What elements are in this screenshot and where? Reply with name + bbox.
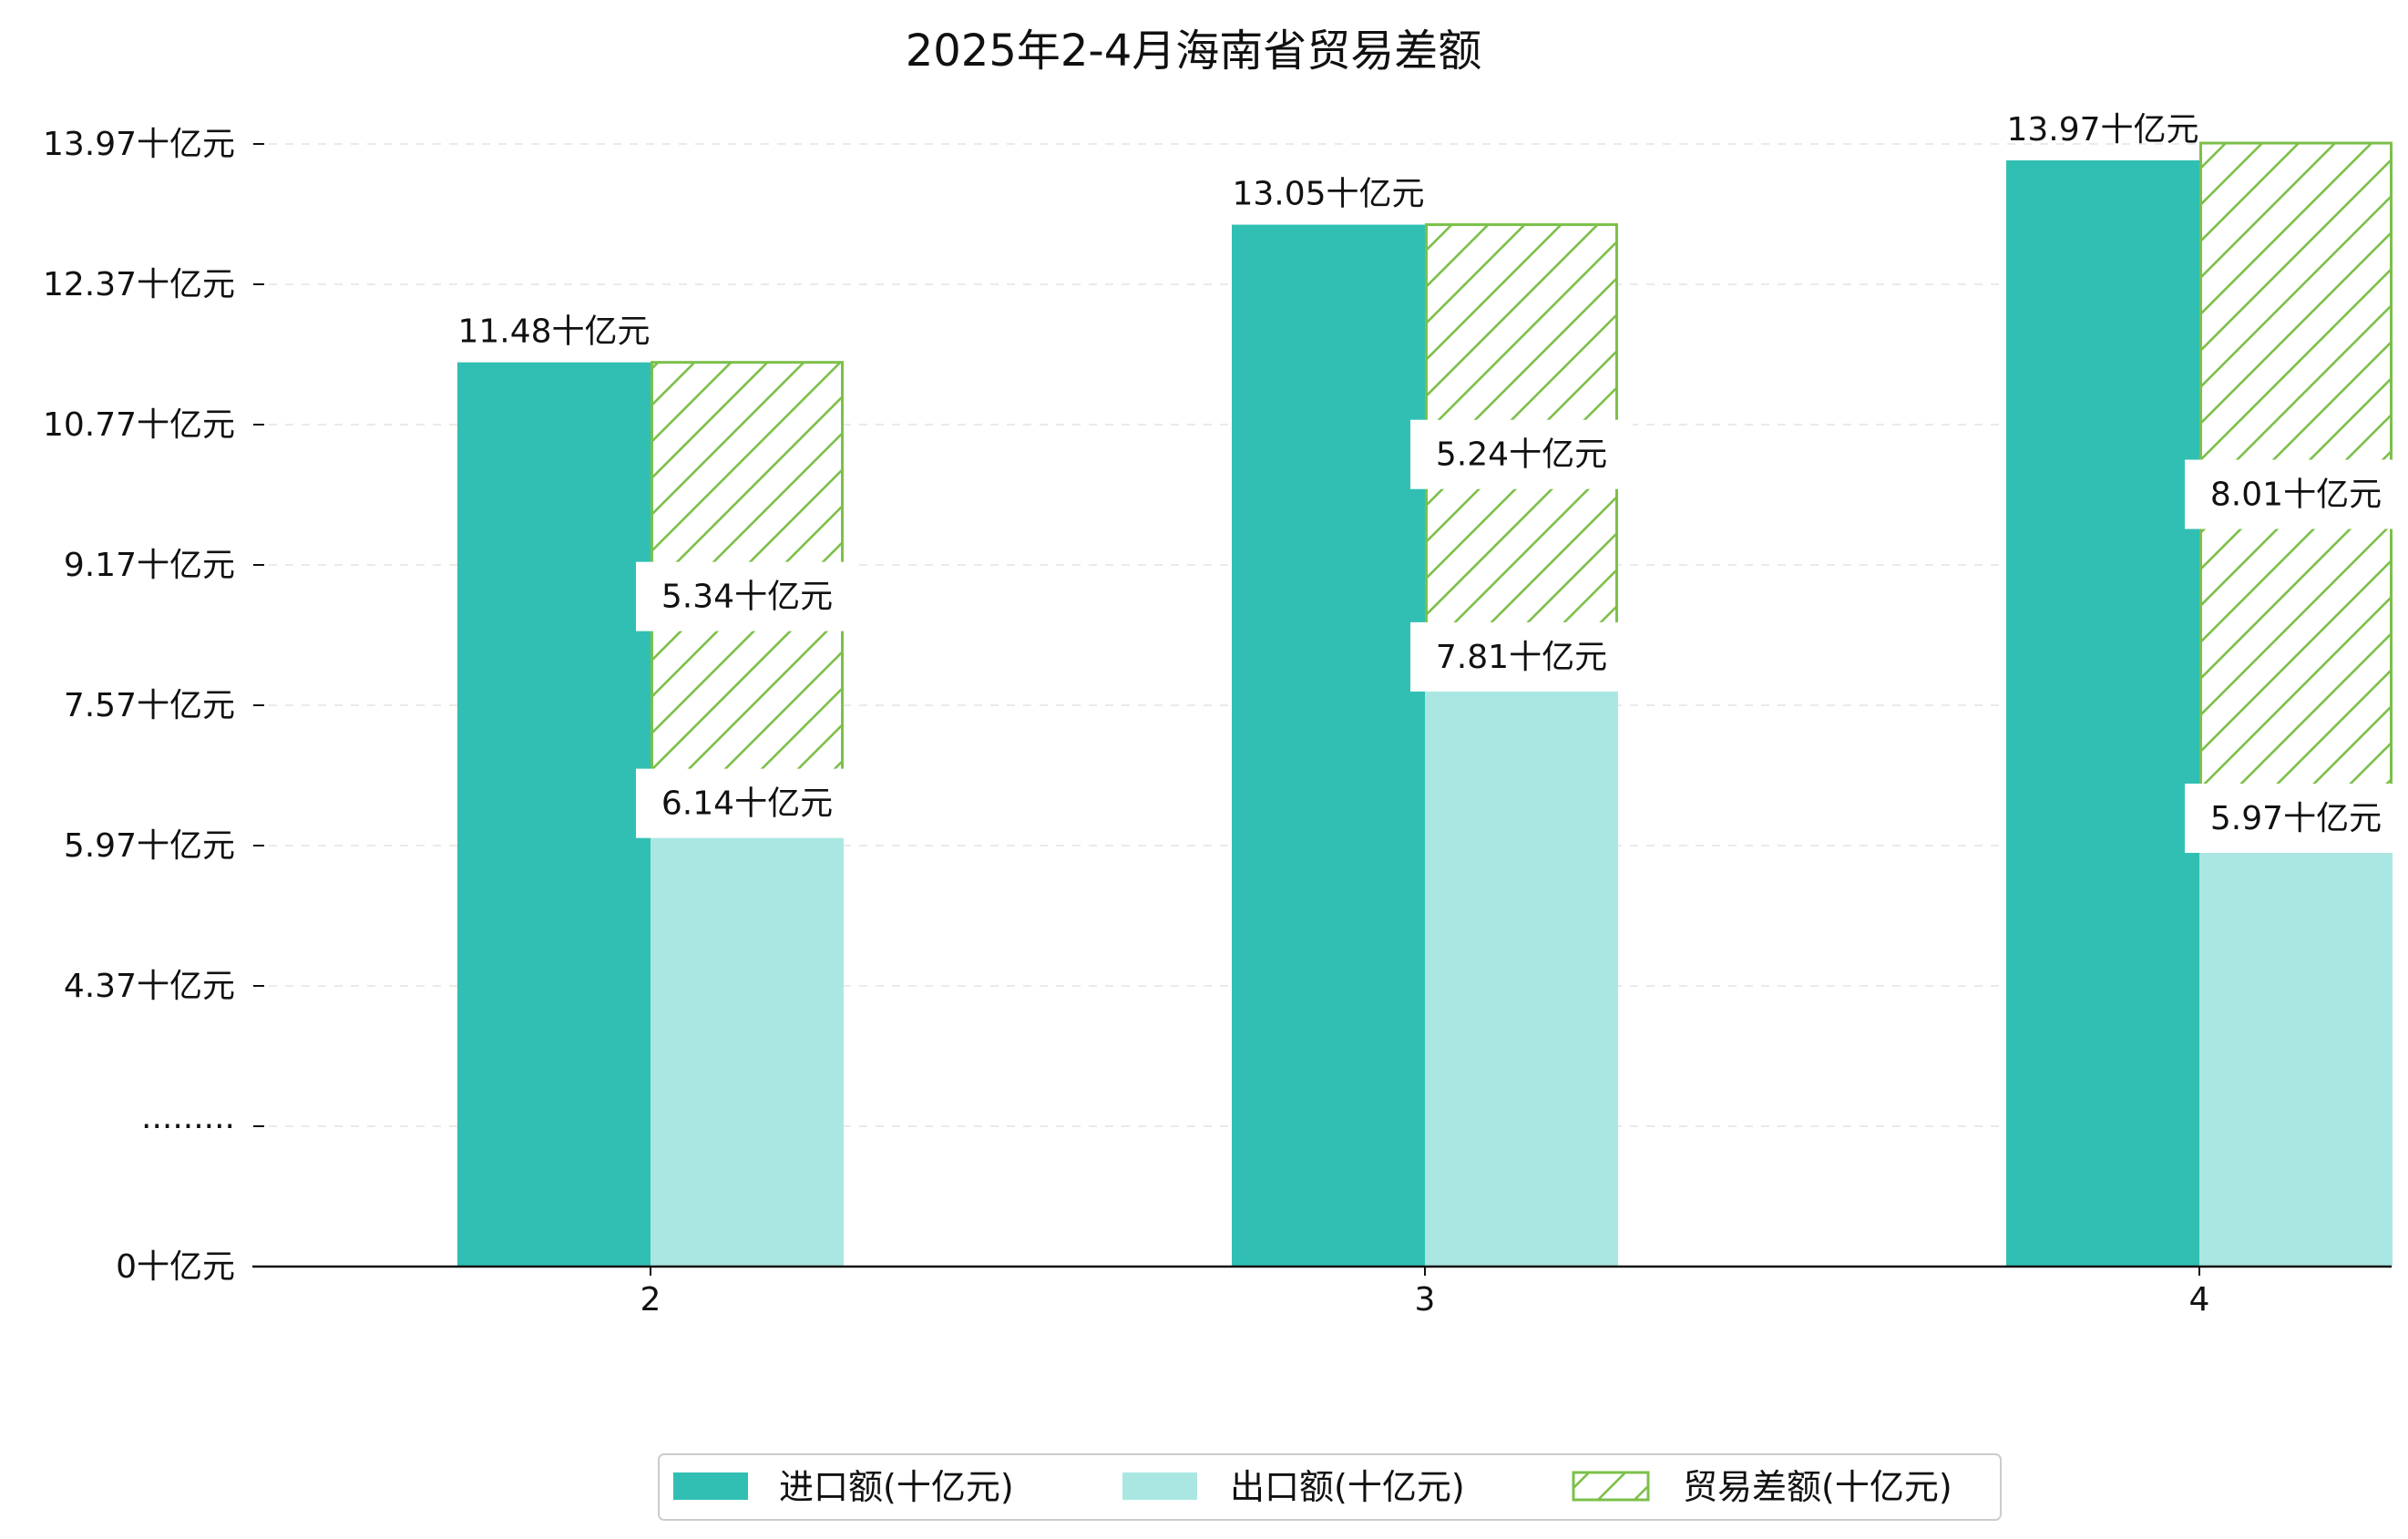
import-bar	[1232, 224, 1425, 1267]
export-value-label: 7.81十亿元	[1436, 639, 1607, 676]
balance-value-label-bg	[2185, 459, 2407, 529]
legend-swatch	[1122, 1472, 1197, 1500]
export-value-label-group: 6.14十亿元	[636, 768, 858, 838]
balance-value-label: 5.34十亿元	[661, 579, 833, 616]
y-tick-label: 9.17十亿元	[64, 547, 235, 584]
bars	[457, 141, 2393, 1267]
export-value-label-group: 7.81十亿元	[1410, 621, 1633, 692]
y-tick-label: ·········	[141, 1108, 235, 1145]
legend-swatch	[1572, 1471, 1650, 1502]
legend-label: 贸易差额(十亿元)	[1683, 1467, 1952, 1507]
export-value-label-group: 5.97十亿元	[2185, 784, 2407, 853]
import-bar	[2006, 160, 2199, 1267]
y-tick-label: 5.97十亿元	[64, 827, 235, 865]
export-value-label-bg	[636, 768, 858, 838]
export-value-label: 6.14十亿元	[661, 785, 833, 823]
import-bar	[457, 362, 651, 1267]
export-bar	[1425, 683, 1618, 1267]
x-tick-label: 3	[1415, 1281, 1436, 1318]
export-value-label-bg	[1410, 621, 1633, 692]
y-tick-label: 13.97十亿元	[43, 126, 235, 163]
y-tick-label: 4.37十亿元	[64, 968, 235, 1005]
import-value-label: 13.97十亿元	[2006, 111, 2198, 149]
legend-label: 出口额(十亿元)	[1230, 1467, 1465, 1507]
chart-title: 2025年2-4月海南省贸易差额	[906, 26, 1482, 77]
import-value-label: 13.05十亿元	[1232, 176, 1424, 213]
legend-swatch	[673, 1472, 748, 1500]
import-value-label: 11.48十亿元	[457, 313, 650, 351]
export-value-label-bg	[2185, 784, 2407, 853]
balance-value-label-group: 8.01十亿元	[2185, 459, 2407, 529]
axes: 0十亿元 ········· 4.37十亿元 5.97十亿元 7.57十亿元 9.17十亿…	[43, 126, 2392, 1318]
export-value-label: 5.97十亿元	[2210, 800, 2382, 837]
export-bar	[651, 830, 844, 1267]
y-tick-label: 0十亿元	[116, 1248, 235, 1286]
legend-box	[658, 1453, 2002, 1521]
x-tick-label: 4	[2189, 1281, 2210, 1318]
y-tick-label: 12.37十亿元	[43, 266, 235, 303]
legend: 进口额(十亿元) 出口额(十亿元) 贸易差额(十亿元)	[658, 1453, 2002, 1521]
balance-value-label: 8.01十亿元	[2210, 477, 2382, 514]
balance-value-label-group: 5.24十亿元	[1410, 419, 1633, 489]
y-tick-label: 10.77十亿元	[43, 406, 235, 444]
balance-value-label-bg	[636, 561, 858, 631]
balance-value-label: 5.24十亿元	[1436, 436, 1607, 474]
export-bar	[2199, 846, 2393, 1267]
y-tick-label: 7.57十亿元	[64, 687, 235, 724]
balance-value-label-group: 5.34十亿元	[636, 561, 858, 631]
balance-value-label-bg	[1410, 419, 1633, 489]
legend-label: 进口额(十亿元)	[779, 1467, 1014, 1507]
x-tick-label: 2	[640, 1281, 661, 1318]
data-labels: 11.48十亿元 6.14十亿元 5.34十亿元 13.05十亿元 7.81十亿元 5.2…	[457, 111, 2407, 853]
